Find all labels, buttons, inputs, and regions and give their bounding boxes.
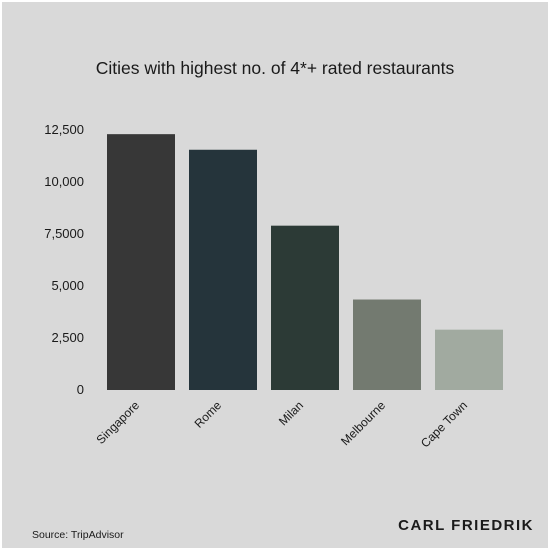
x-tick-label: Cape Town [418,398,470,450]
y-tick-label: 12,500 [44,122,84,137]
x-tick-label: Milan [276,398,306,428]
bar-singapore [107,134,175,390]
bar-rome [189,149,257,390]
bar-milan [271,225,339,390]
y-tick-label: 5,000 [51,278,84,293]
y-tick-label: 2,500 [51,330,84,345]
brand-logo-text: CARL FRIEDRIK [398,517,534,534]
bar-melbourne [353,299,421,390]
x-tick-label: Singapore [94,398,143,447]
x-tick-label: Rome [192,398,225,431]
y-tick-label: 10,000 [44,174,84,189]
y-tick-label: 7,5000 [44,226,84,241]
x-tick-label: Melbourne [338,398,388,448]
y-tick-label: 0 [77,382,84,397]
chart-title: Cities with highest no. of 4*+ rated res… [95,58,455,78]
source-note: Source: TripAdvisor [32,529,124,541]
bar-cape-town [435,329,503,390]
